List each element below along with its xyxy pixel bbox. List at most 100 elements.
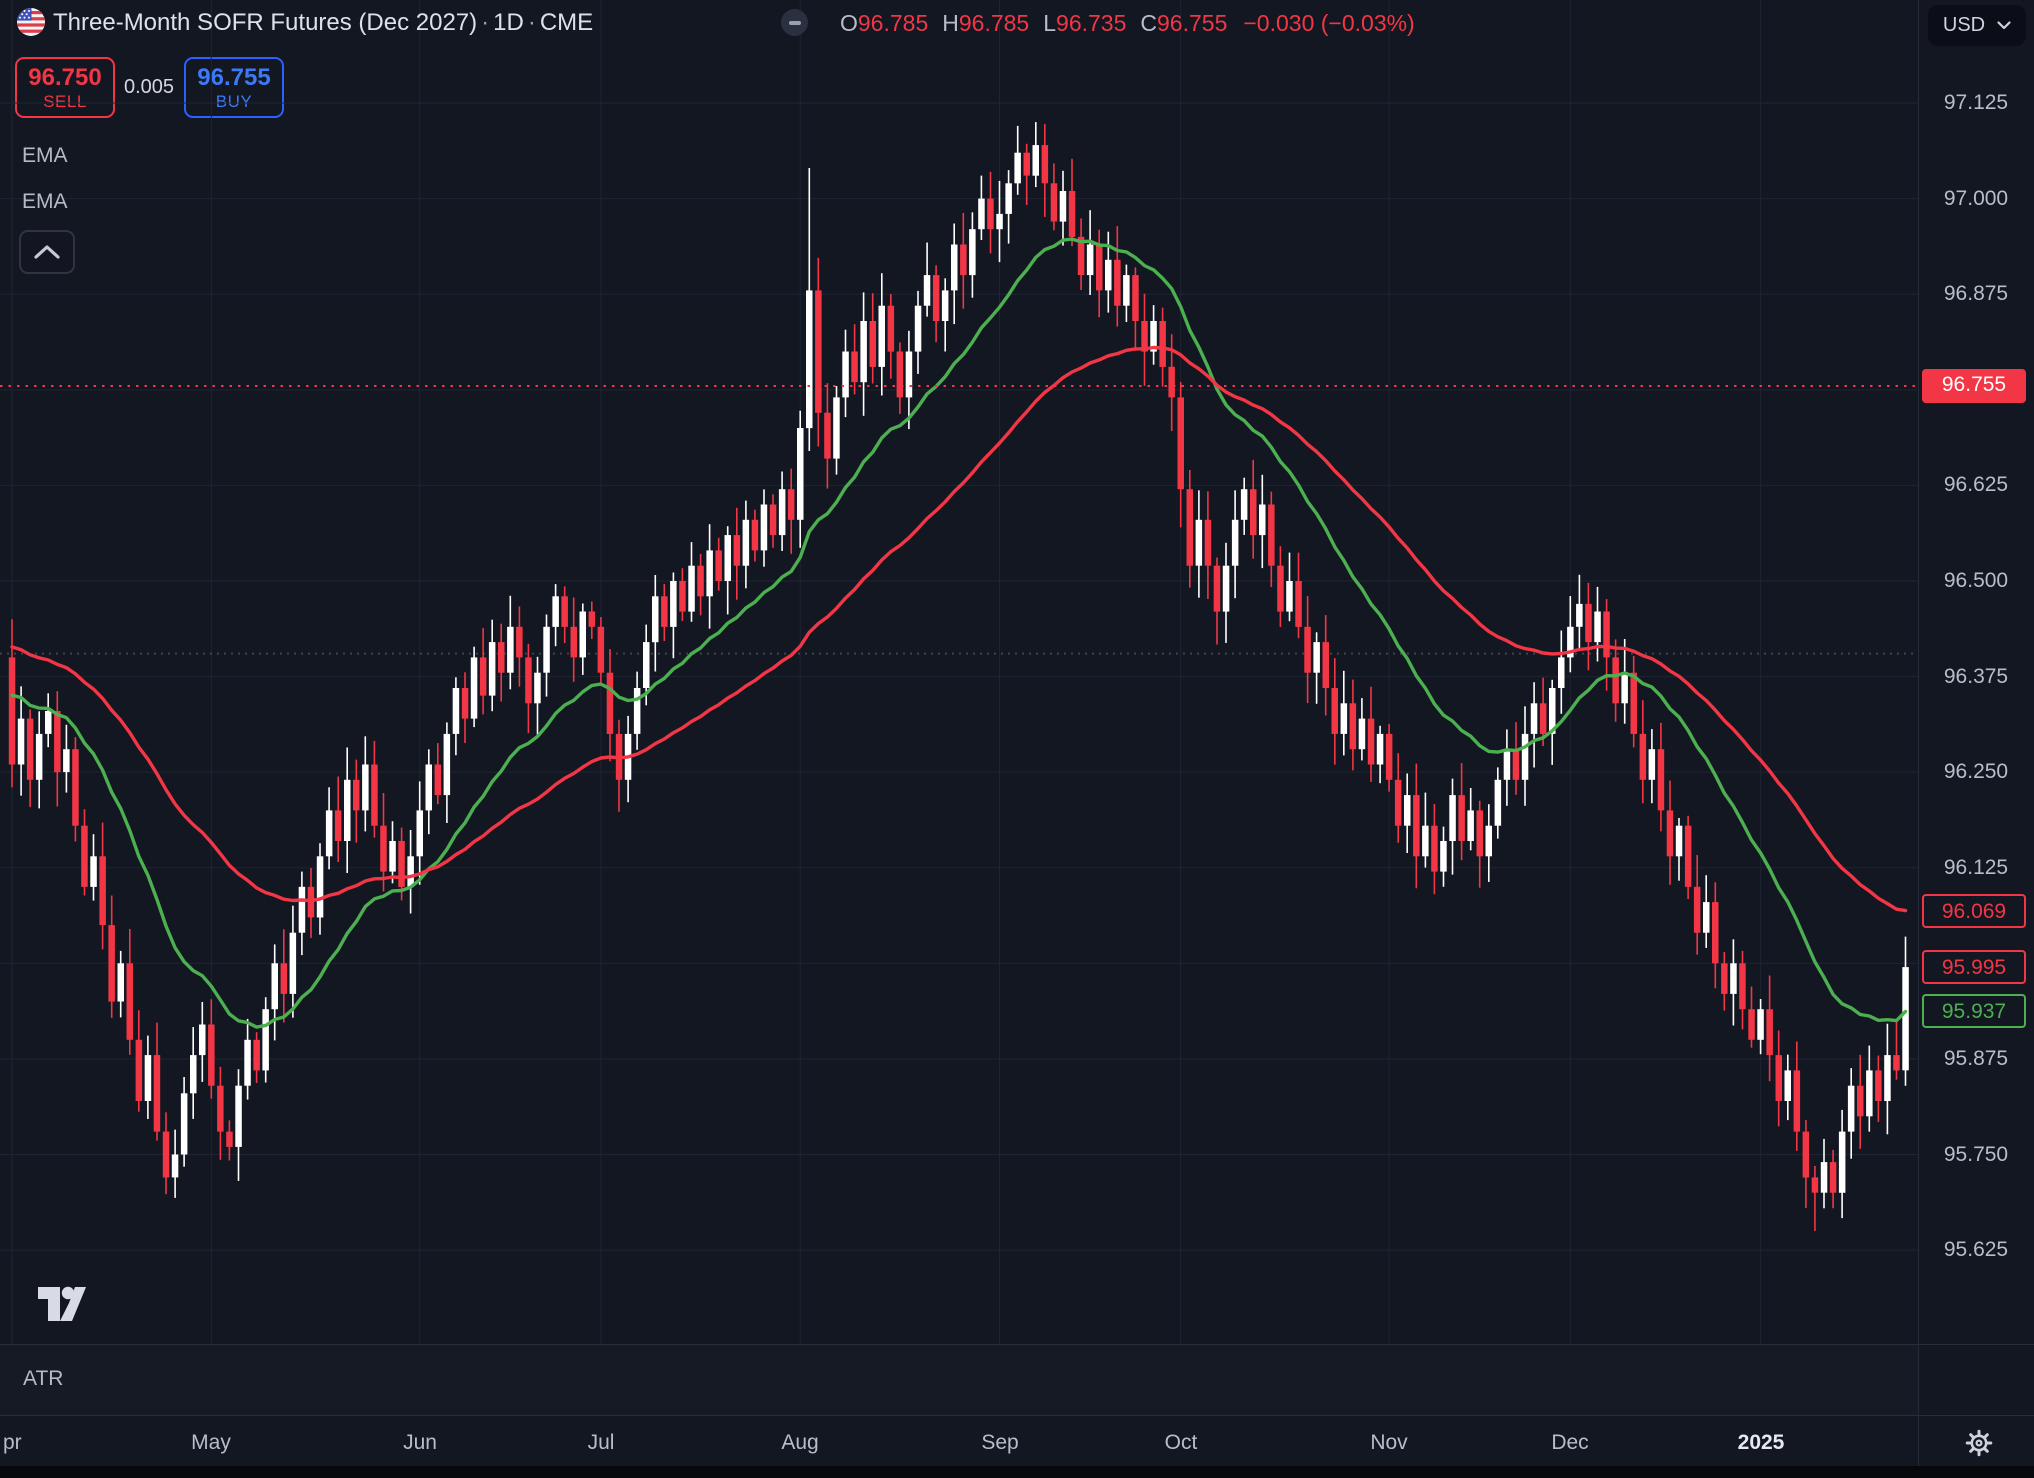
candle bbox=[1286, 552, 1293, 622]
candle bbox=[932, 265, 940, 343]
candle bbox=[461, 672, 469, 743]
candle bbox=[1721, 952, 1728, 1011]
candle bbox=[1775, 1030, 1782, 1127]
candle bbox=[498, 623, 505, 702]
change-value: −0.030 (−0.03%) bbox=[1243, 10, 1415, 36]
symbol-title[interactable]: Three-Month SOFR Futures (Dec 2027) · 1D · C… bbox=[53, 9, 593, 37]
candle bbox=[1195, 490, 1203, 598]
ema-legend-2[interactable]: EMA bbox=[22, 190, 68, 213]
candle bbox=[217, 1066, 224, 1160]
buy-button[interactable]: 96.755 BUY bbox=[184, 57, 284, 118]
candle bbox=[72, 737, 79, 842]
time-tick-label: Aug bbox=[781, 1431, 819, 1454]
time-tick-label: pr bbox=[3, 1431, 22, 1454]
candle bbox=[280, 929, 288, 1023]
pricescale-separator bbox=[1918, 0, 1919, 1466]
sell-button[interactable]: 96.750 SELL bbox=[15, 57, 115, 118]
candle bbox=[470, 646, 478, 728]
pane-separator[interactable] bbox=[0, 1344, 2034, 1345]
candle bbox=[534, 656, 541, 735]
candle bbox=[171, 1129, 179, 1198]
candle bbox=[624, 715, 632, 803]
atr-indicator-label[interactable]: ATR bbox=[23, 1367, 64, 1390]
candle bbox=[652, 575, 659, 672]
candle bbox=[1385, 724, 1393, 792]
candle bbox=[488, 619, 496, 712]
candle bbox=[1005, 170, 1012, 244]
candle bbox=[1295, 552, 1302, 639]
candle bbox=[1730, 939, 1737, 1026]
candle bbox=[715, 537, 722, 591]
candle bbox=[969, 212, 976, 298]
candle bbox=[1793, 1041, 1801, 1151]
candle bbox=[380, 793, 387, 892]
candle bbox=[1231, 490, 1239, 599]
candle bbox=[525, 643, 532, 734]
market-status-icon[interactable] bbox=[781, 9, 808, 36]
time-scale[interactable]: pr May Jun Jul Aug Sep Oct Nov Dec 2025 bbox=[0, 1416, 2034, 1466]
candle bbox=[869, 293, 876, 384]
candle bbox=[1838, 1109, 1846, 1219]
spread-value: 0.005 bbox=[123, 76, 175, 98]
candle bbox=[434, 743, 442, 805]
candle bbox=[941, 278, 949, 352]
candle bbox=[1331, 658, 1338, 765]
candle bbox=[1376, 725, 1384, 784]
candle bbox=[135, 1010, 143, 1112]
candle bbox=[1657, 722, 1665, 832]
candle bbox=[1621, 639, 1628, 724]
candle bbox=[1458, 763, 1465, 861]
candle bbox=[1857, 1054, 1864, 1149]
timescale-settings-button[interactable] bbox=[1962, 1426, 1996, 1460]
candle bbox=[99, 822, 106, 950]
candle bbox=[579, 603, 586, 675]
collapse-legend-button[interactable] bbox=[19, 230, 75, 274]
candle bbox=[244, 1018, 251, 1100]
candle bbox=[126, 929, 133, 1055]
candle bbox=[1086, 210, 1094, 295]
high-label: H bbox=[942, 10, 959, 36]
tradingview-logo[interactable] bbox=[36, 1277, 86, 1325]
candle bbox=[1739, 950, 1746, 1030]
candle bbox=[1422, 792, 1429, 868]
candle bbox=[144, 1035, 152, 1119]
atr-pane: ATR bbox=[0, 1345, 1918, 1415]
candle bbox=[1277, 546, 1284, 627]
candle bbox=[905, 330, 913, 430]
candle bbox=[334, 776, 342, 862]
price-tick-label: 95.625 bbox=[1943, 1238, 2009, 1261]
timescale-separator bbox=[0, 1415, 2034, 1416]
candle bbox=[1449, 778, 1456, 875]
candle bbox=[1703, 875, 1710, 948]
candle bbox=[1639, 700, 1647, 804]
candle bbox=[26, 709, 34, 808]
candle bbox=[1077, 218, 1085, 290]
ema-legend-1[interactable]: EMA bbox=[22, 144, 68, 167]
candle bbox=[226, 1120, 233, 1161]
candle bbox=[1150, 305, 1157, 365]
candle bbox=[1530, 682, 1538, 768]
candle bbox=[914, 290, 922, 374]
candle bbox=[878, 273, 885, 396]
candle bbox=[1476, 800, 1483, 888]
candle bbox=[1521, 706, 1529, 806]
candle bbox=[1358, 698, 1366, 761]
candle bbox=[1213, 557, 1221, 645]
high-value: 96.785 bbox=[958, 10, 1030, 36]
candle bbox=[54, 691, 61, 807]
title-separator: · bbox=[481, 9, 490, 36]
candle bbox=[679, 568, 686, 621]
time-tick-label: Jul bbox=[587, 1431, 615, 1454]
price-tick-label: 97.000 bbox=[1943, 187, 2009, 210]
candle bbox=[543, 614, 550, 697]
symbol-header: Three-Month SOFR Futures (Dec 2027) · 1D · C… bbox=[0, 0, 1900, 44]
candle bbox=[117, 950, 124, 1018]
price-scale[interactable]: 97.125 97.000 96.875 96.625 96.500 96.375 96.2… bbox=[1918, 0, 2034, 1466]
title-separator: · bbox=[527, 9, 536, 36]
candle bbox=[371, 740, 378, 838]
candle bbox=[235, 1069, 242, 1181]
currency-selector-button[interactable]: USD bbox=[1928, 5, 2026, 46]
candle bbox=[407, 830, 414, 914]
candle bbox=[1440, 826, 1447, 887]
